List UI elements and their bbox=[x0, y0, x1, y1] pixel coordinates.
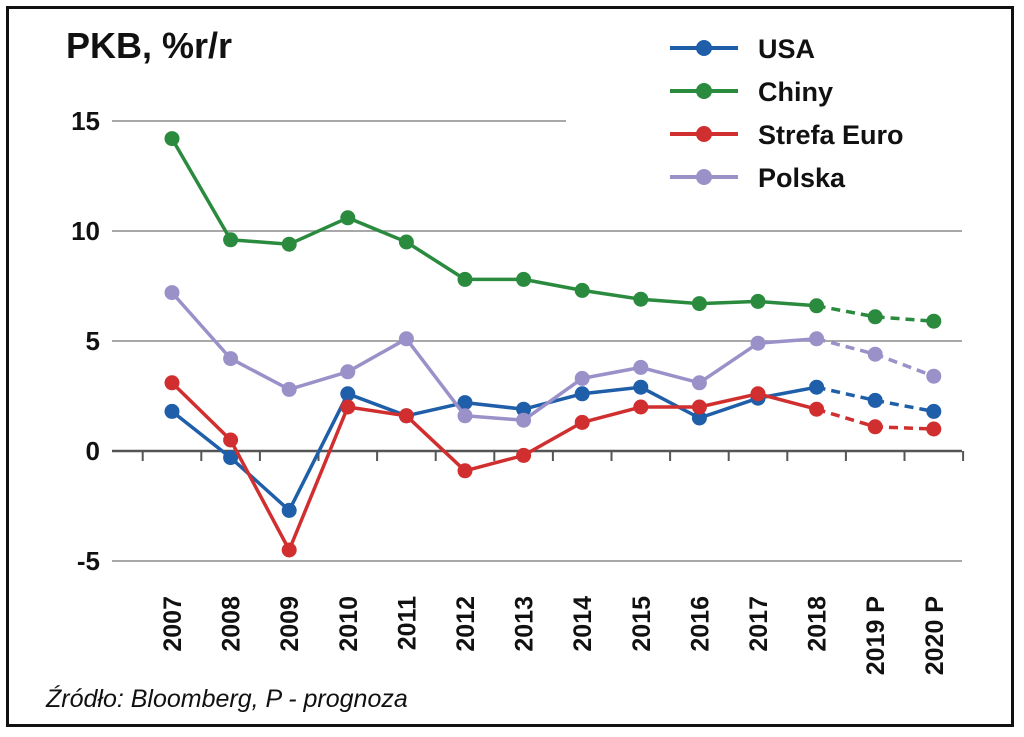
series-forecast-line bbox=[816, 304, 934, 323]
data-point bbox=[574, 370, 590, 386]
data-point bbox=[633, 379, 649, 395]
x-tick-label: 2007 bbox=[159, 596, 187, 652]
data-point bbox=[164, 403, 180, 419]
data-point bbox=[926, 368, 942, 384]
data-point bbox=[633, 359, 649, 375]
data-point bbox=[457, 463, 473, 479]
data-point bbox=[516, 412, 532, 428]
series-usa bbox=[164, 379, 942, 518]
data-point bbox=[164, 375, 180, 391]
data-point bbox=[691, 375, 707, 391]
chart-title: PKB, %r/r bbox=[66, 25, 232, 66]
chart-frame bbox=[6, 6, 1014, 727]
data-point bbox=[281, 236, 297, 252]
data-point bbox=[633, 399, 649, 415]
legend-label: USA bbox=[758, 34, 815, 64]
x-tick-label: 2008 bbox=[218, 596, 246, 652]
series-lines bbox=[164, 131, 942, 558]
legend-swatch-marker bbox=[696, 169, 712, 185]
data-point bbox=[457, 395, 473, 411]
legend-label: Polska bbox=[758, 163, 846, 193]
data-point bbox=[691, 399, 707, 415]
data-point bbox=[926, 421, 942, 437]
data-point bbox=[340, 399, 356, 415]
data-point bbox=[809, 298, 825, 314]
data-point bbox=[691, 296, 707, 312]
data-point bbox=[223, 351, 239, 367]
data-point bbox=[691, 410, 707, 426]
x-tick-label: 2015 bbox=[628, 596, 656, 652]
data-point bbox=[164, 285, 180, 301]
legend-swatch-marker bbox=[696, 83, 712, 99]
x-tick-label: 2016 bbox=[686, 596, 714, 652]
data-point bbox=[398, 234, 414, 250]
data-point bbox=[809, 379, 825, 395]
data-point bbox=[926, 403, 942, 419]
data-point bbox=[750, 335, 766, 351]
x-tick-label: 2013 bbox=[511, 596, 539, 652]
data-point bbox=[398, 331, 414, 347]
data-point bbox=[574, 414, 590, 430]
y-tick-label: 10 bbox=[71, 216, 100, 246]
data-point bbox=[809, 401, 825, 417]
data-point bbox=[574, 282, 590, 298]
data-point bbox=[750, 293, 766, 309]
data-point bbox=[867, 309, 883, 325]
y-tick-label: 15 bbox=[71, 106, 100, 136]
data-point bbox=[809, 331, 825, 347]
data-point bbox=[516, 401, 532, 417]
x-axis: 2007 2008 2009 2010 2011 2012 2013 2014 2015 2016… bbox=[112, 449, 965, 675]
data-point bbox=[281, 502, 297, 518]
data-point bbox=[281, 542, 297, 558]
x-tick-label: 2012 bbox=[452, 596, 480, 652]
x-tick-label: 2017 bbox=[745, 596, 773, 652]
series-line bbox=[170, 385, 817, 513]
data-point bbox=[223, 432, 239, 448]
data-point bbox=[281, 381, 297, 397]
data-point bbox=[516, 271, 532, 287]
gridlines bbox=[112, 120, 962, 562]
x-tick-label: 2020 P bbox=[921, 596, 949, 675]
x-tick-label: 2019 P bbox=[862, 596, 890, 675]
legend-label: Chiny bbox=[758, 77, 833, 107]
legend-label: Strefa Euro bbox=[758, 120, 904, 150]
data-point bbox=[340, 386, 356, 402]
series-chiny bbox=[164, 131, 942, 329]
y-tick-label: 5 bbox=[86, 326, 100, 356]
series-line bbox=[170, 291, 817, 422]
series-line bbox=[170, 137, 817, 308]
data-point bbox=[516, 447, 532, 463]
data-point bbox=[750, 386, 766, 402]
source-note: Źródło: Bloomberg, P - prognoza bbox=[45, 684, 408, 713]
data-point bbox=[223, 450, 239, 466]
x-tick-label: 2010 bbox=[335, 596, 363, 652]
y-axis-ticks: 15 10 5 0 -5 bbox=[71, 106, 100, 576]
x-tick-label: 2014 bbox=[569, 596, 597, 652]
data-point bbox=[867, 392, 883, 408]
data-point bbox=[867, 346, 883, 362]
data-point bbox=[457, 408, 473, 424]
y-tick-label: -5 bbox=[77, 546, 100, 576]
x-tick-label: 2018 bbox=[804, 596, 832, 652]
legend: USA Chiny Strefa Euro Polska bbox=[670, 34, 904, 193]
data-point bbox=[340, 210, 356, 226]
data-point bbox=[340, 364, 356, 380]
data-point bbox=[164, 131, 180, 147]
y-tick-label: 0 bbox=[86, 436, 100, 466]
data-point bbox=[633, 291, 649, 307]
data-point bbox=[457, 271, 473, 287]
series-polska bbox=[164, 285, 942, 428]
series-strefa-euro bbox=[164, 375, 942, 558]
legend-swatch-marker bbox=[696, 126, 712, 142]
data-point bbox=[223, 232, 239, 248]
data-point bbox=[867, 419, 883, 435]
data-point bbox=[926, 313, 942, 329]
data-point bbox=[398, 408, 414, 424]
legend-swatch-marker bbox=[696, 40, 712, 56]
data-point bbox=[574, 386, 590, 402]
series-line bbox=[170, 381, 818, 552]
x-tick-label: 2009 bbox=[276, 596, 304, 652]
x-tick-label: 2011 bbox=[393, 596, 421, 650]
